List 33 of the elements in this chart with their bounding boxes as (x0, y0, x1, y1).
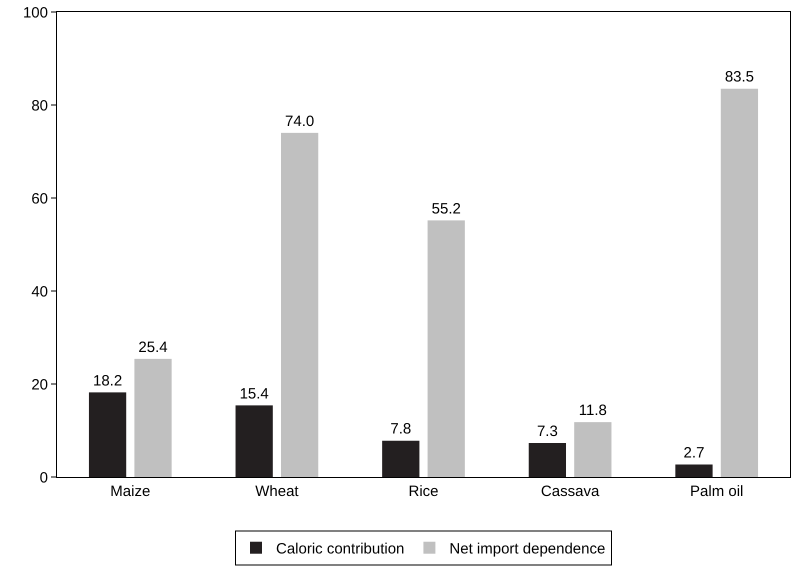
y-tick-label: 40 (31, 283, 48, 300)
data-label: 55.2 (432, 200, 461, 218)
data-label: 25.4 (138, 338, 168, 356)
bar (720, 88, 758, 477)
x-tick-label: Palm oil (690, 483, 744, 500)
x-tick-label: Rice (408, 483, 439, 500)
y-tick-label: 80 (31, 97, 48, 114)
x-tick-label: Maize (110, 483, 150, 500)
data-label: 11.8 (578, 402, 607, 420)
y-tick-label: 0 (40, 469, 48, 486)
y-tick-label: 100 (22, 4, 48, 22)
x-tick-label: Wheat (255, 483, 300, 500)
bar (280, 132, 318, 477)
legend-label: Net import dependence (449, 540, 606, 558)
legend-label: Caloric contribution (276, 540, 404, 558)
data-label: 7.8 (390, 420, 412, 438)
data-label: 15.4 (240, 385, 269, 402)
bar (675, 464, 713, 477)
data-label: 2.7 (684, 444, 704, 462)
bar (428, 220, 465, 477)
data-label: 83.5 (724, 68, 754, 86)
bar (574, 422, 612, 477)
bar (134, 358, 172, 477)
data-label: 18.2 (92, 372, 122, 390)
y-tick-label: 20 (31, 376, 48, 394)
data-label: 74.0 (285, 112, 314, 130)
bar (236, 405, 273, 477)
data-label: 7.3 (536, 423, 558, 440)
bar (382, 440, 420, 477)
y-tick-label: 60 (31, 190, 48, 208)
x-tick-label: Cassava (540, 483, 600, 500)
bar (88, 392, 126, 477)
bar (528, 443, 566, 477)
